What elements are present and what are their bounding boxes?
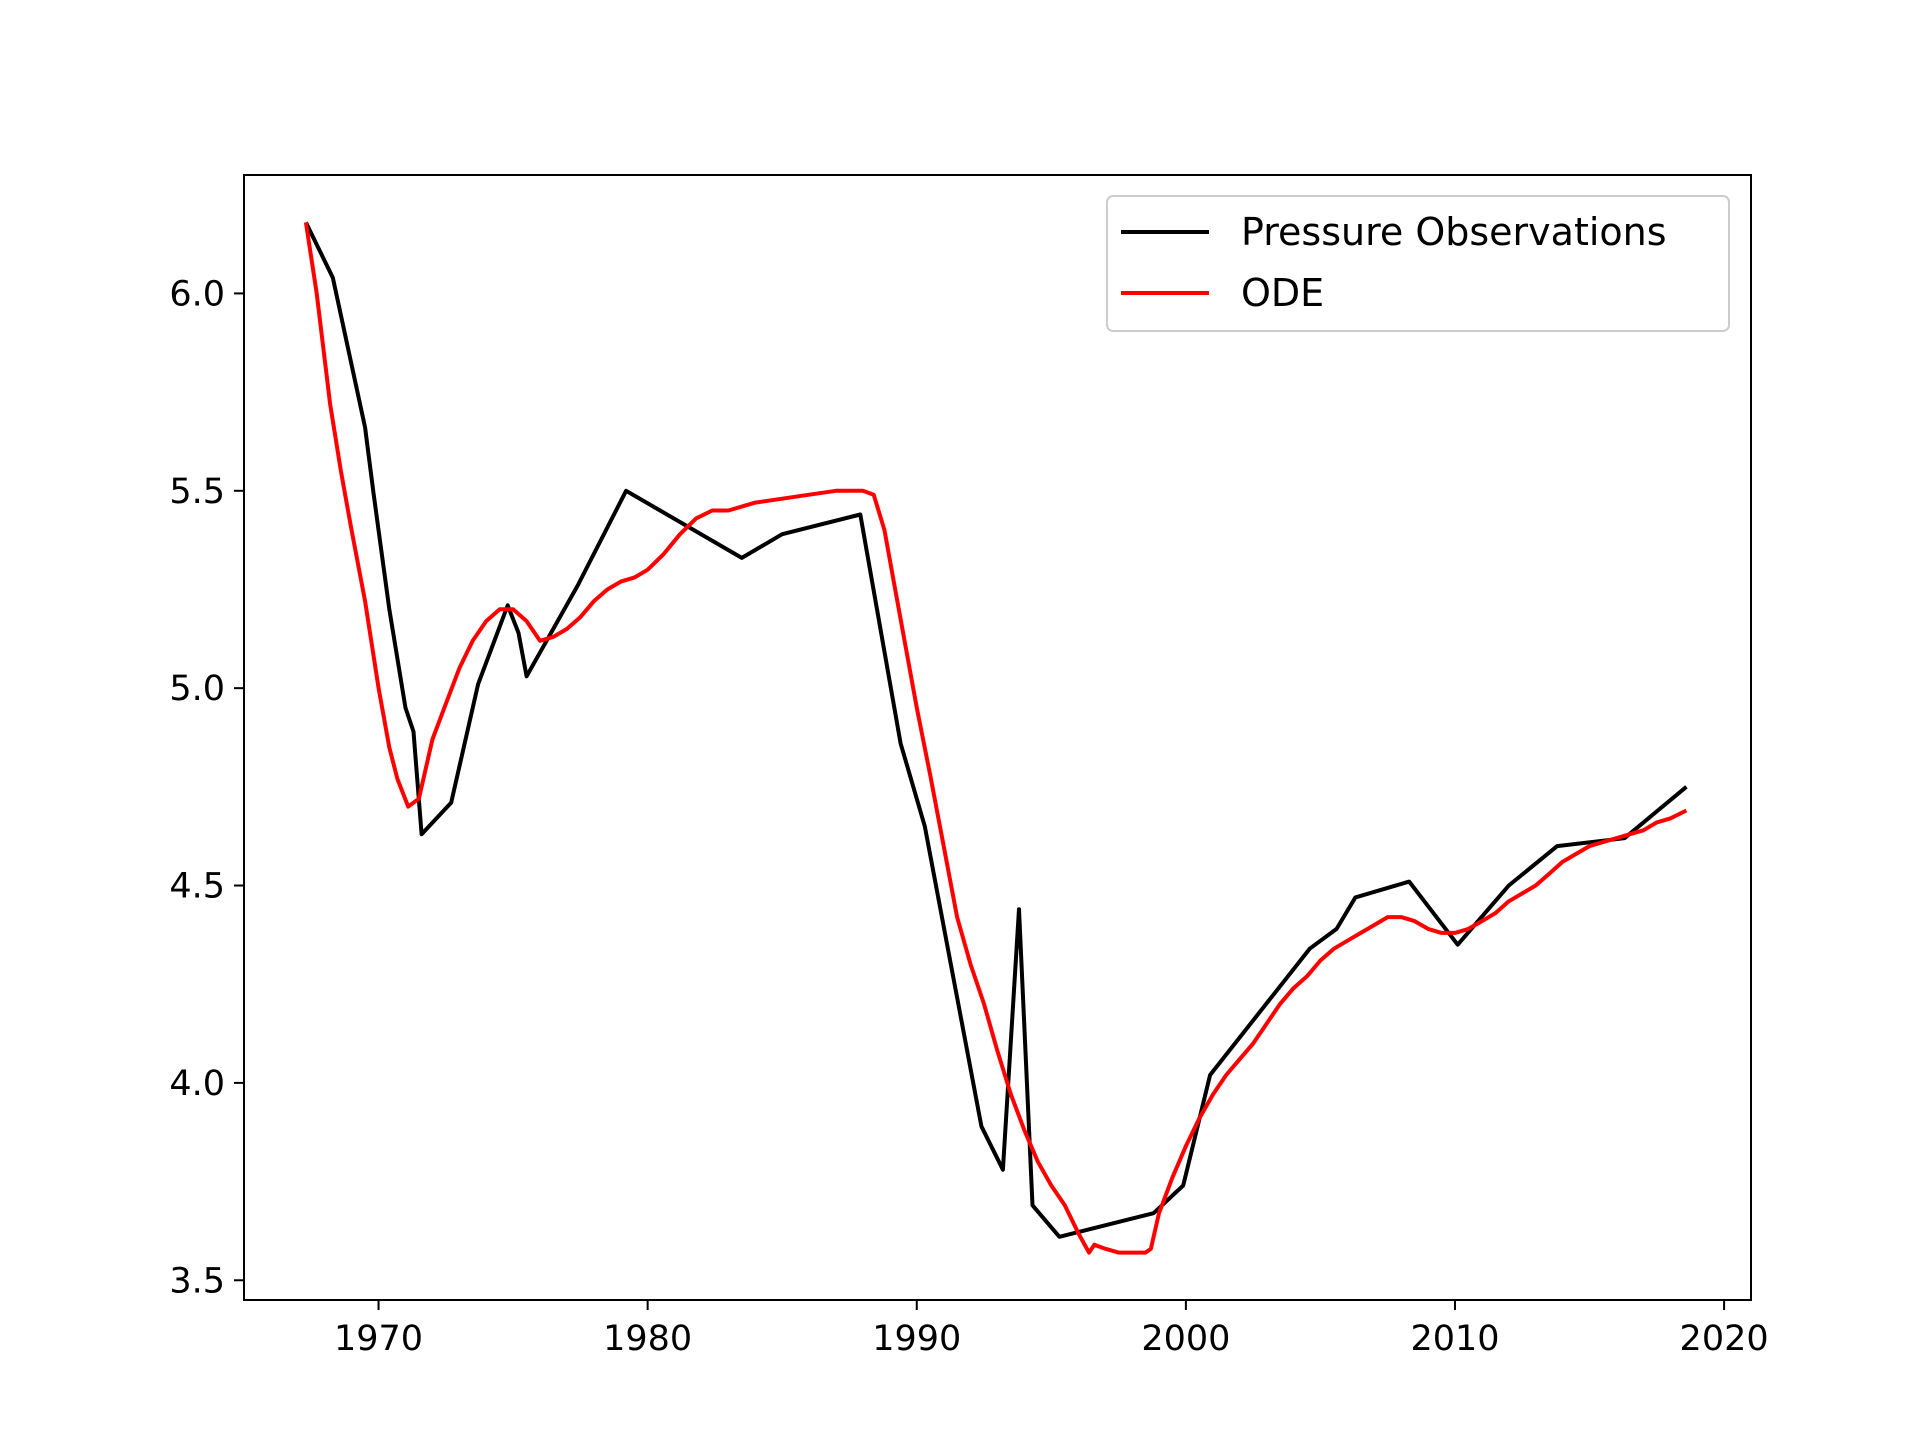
y-axis: 3.5 4.0 4.5 5.0 5.5 6.0 xyxy=(169,274,244,1301)
y-tick-label: 4.0 xyxy=(169,1064,225,1104)
x-tick-label: 1990 xyxy=(872,1319,961,1359)
series-line-ode xyxy=(303,222,1688,1255)
series-layer xyxy=(303,221,1688,1255)
y-tick-label: 6.0 xyxy=(169,274,225,314)
x-tick-label: 2020 xyxy=(1680,1319,1769,1359)
legend: Pressure Observations ODE xyxy=(1106,195,1730,332)
x-tick-label: 1980 xyxy=(603,1319,692,1359)
x-tick-label: 2010 xyxy=(1410,1319,1499,1359)
x-tick-label: 2000 xyxy=(1141,1319,1230,1359)
legend-label: Pressure Observations xyxy=(1241,210,1667,254)
y-tick-label: 5.5 xyxy=(169,472,225,512)
legend-box xyxy=(1106,195,1730,332)
x-axis: 1970 1980 1990 2000 2010 2020 xyxy=(334,1300,1769,1359)
plot-frame xyxy=(243,174,1752,1301)
y-tick-label: 5.0 xyxy=(169,669,225,709)
legend-label: ODE xyxy=(1241,271,1324,315)
series-line-pressure-observations xyxy=(304,221,1688,1239)
x-tick-label: 1970 xyxy=(334,1319,423,1359)
y-tick-label: 3.5 xyxy=(169,1261,225,1301)
y-tick-label: 4.5 xyxy=(169,867,225,907)
